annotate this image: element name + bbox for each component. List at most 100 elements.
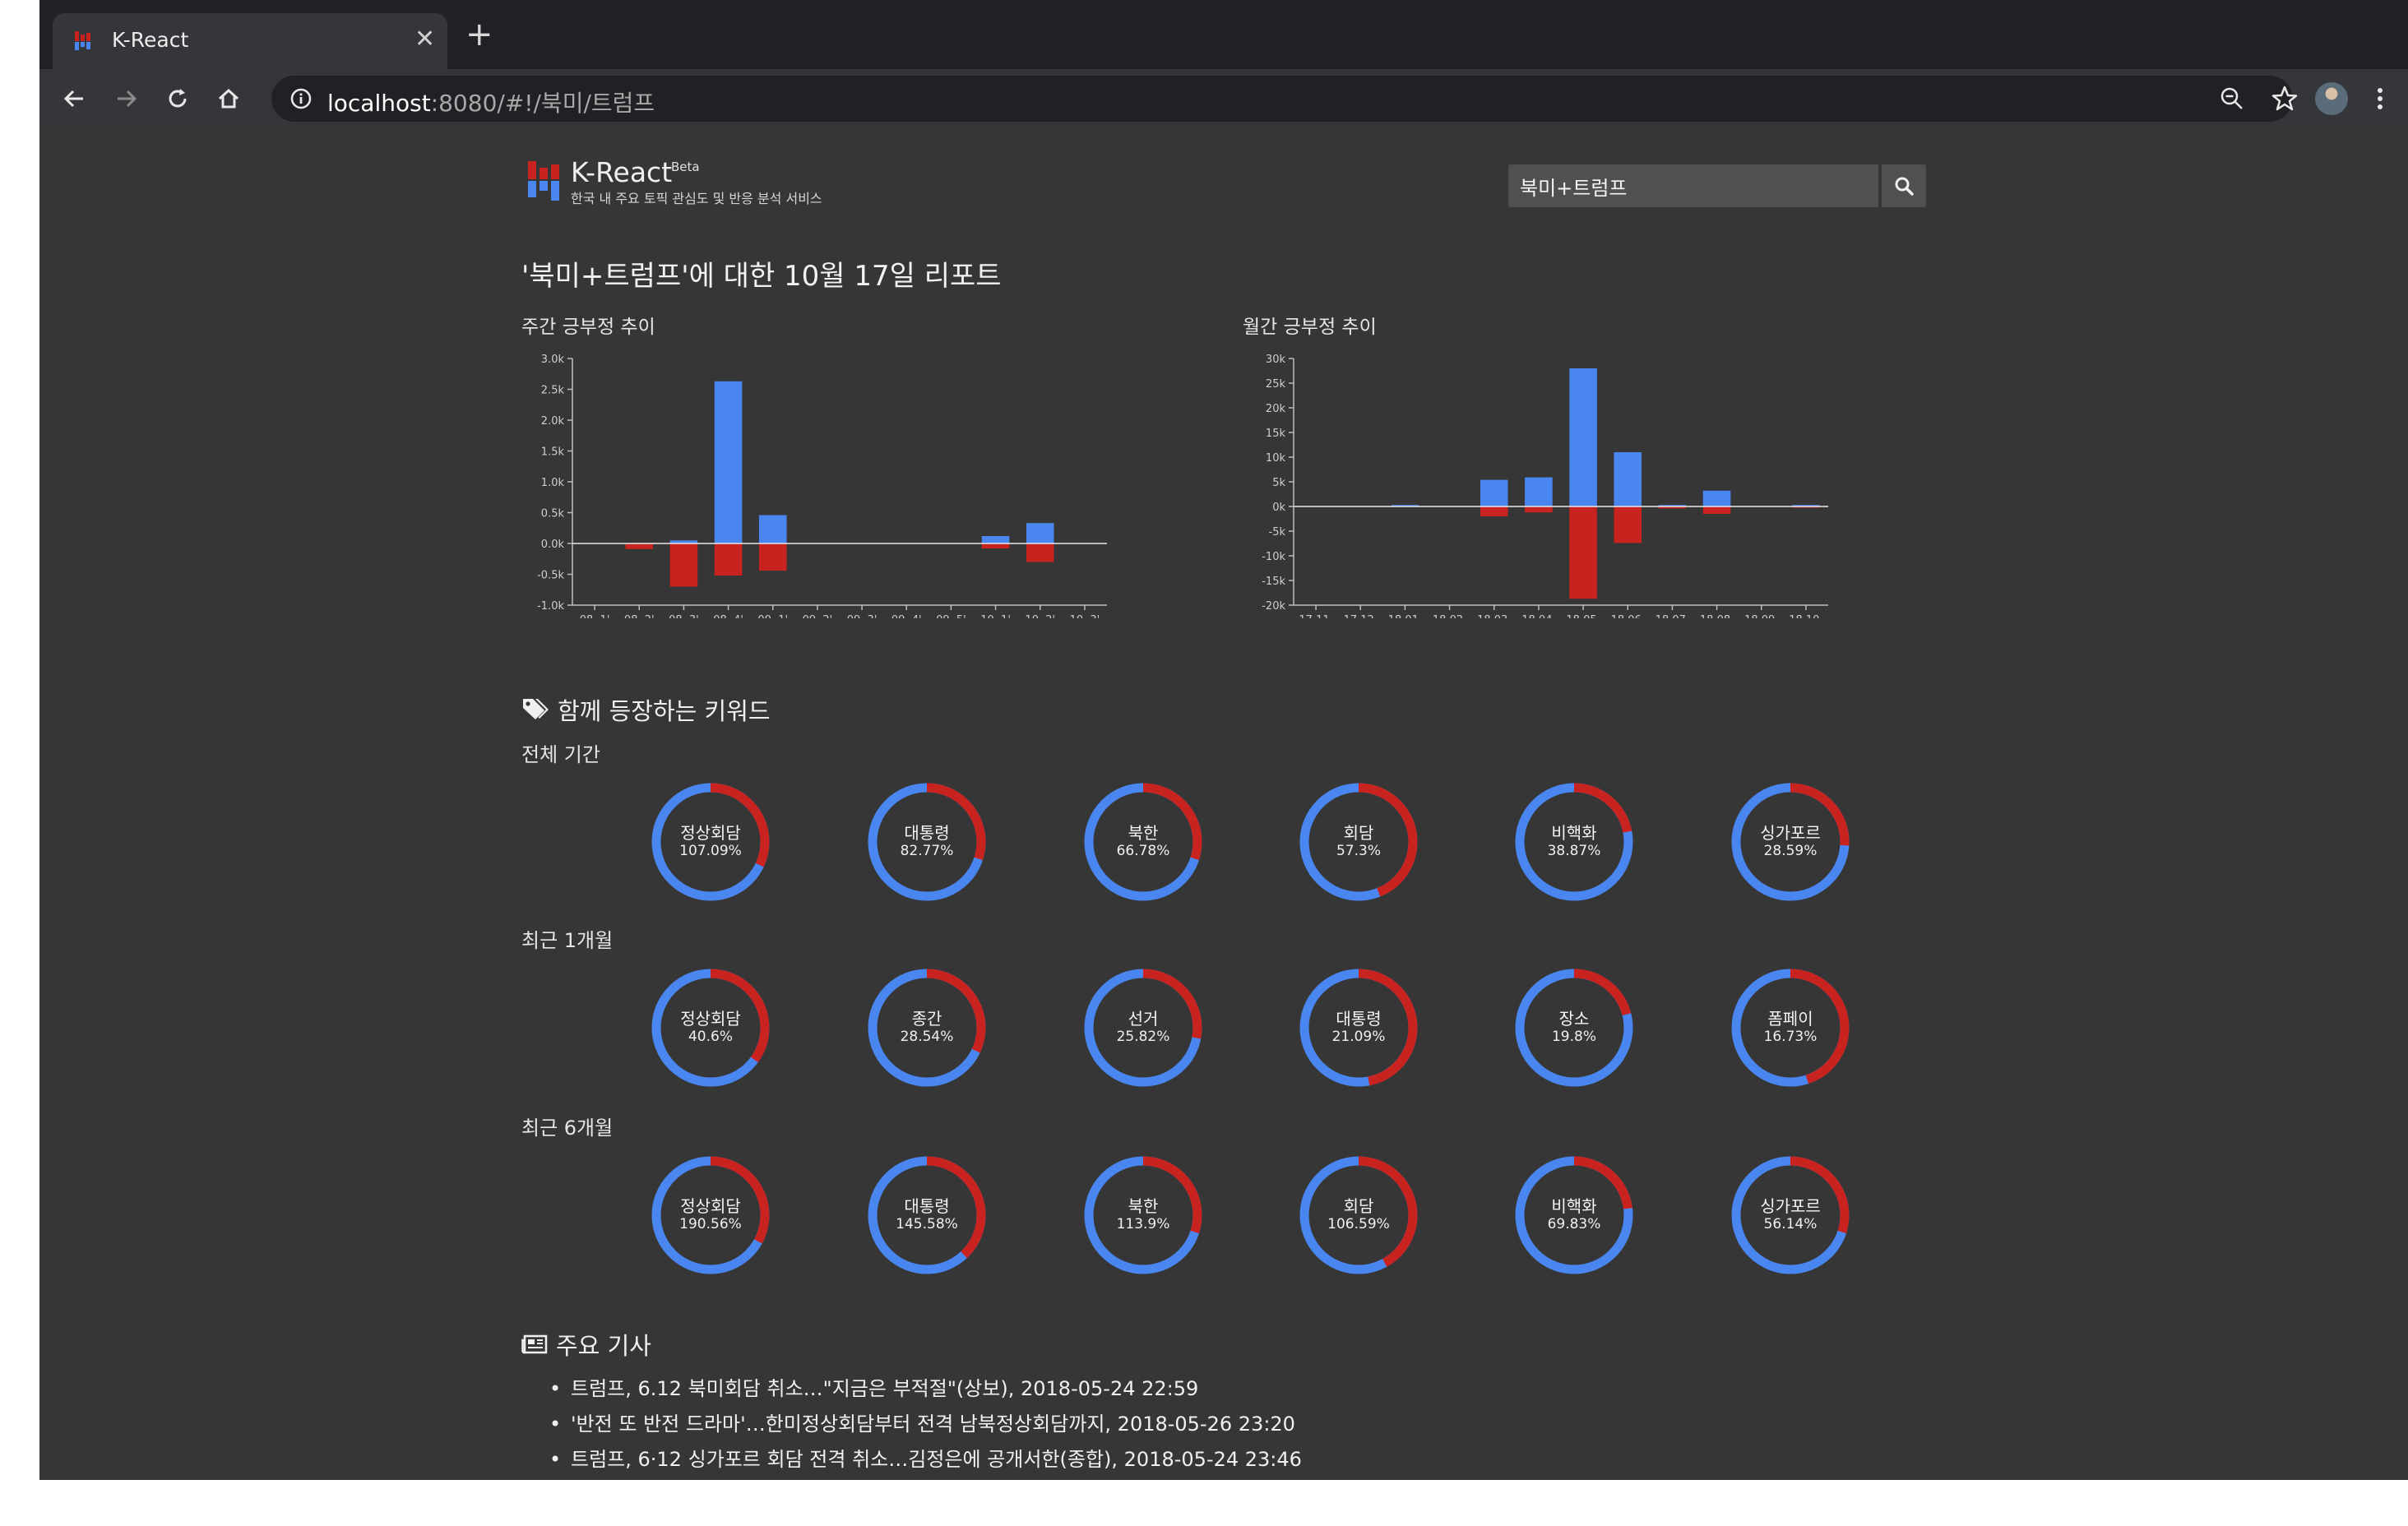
news-section-title: 주요 기사 bbox=[521, 1327, 651, 1362]
keyword-donut[interactable]: 싱가포르 28.59% bbox=[1730, 781, 1851, 903]
keyword-donut[interactable]: 비핵화 69.83% bbox=[1513, 1154, 1635, 1276]
donut-negative-arc bbox=[868, 969, 986, 1087]
donut-value: 106.59% bbox=[1327, 1216, 1390, 1232]
donut-negative-arc bbox=[1084, 969, 1202, 1087]
info-icon[interactable] bbox=[289, 87, 313, 110]
keyword-donut[interactable]: 종간 28.54% bbox=[866, 967, 988, 1089]
donut-negative-arc bbox=[1084, 1156, 1202, 1274]
browser-tab[interactable]: K-React ✕ bbox=[53, 13, 447, 69]
negative-bar bbox=[1525, 506, 1553, 513]
news-list: 트럼프, 6.12 북미회담 취소…"지금은 부적절"(상보), 2018-05… bbox=[549, 1371, 1302, 1477]
donut-keyword: 회담 bbox=[1343, 823, 1374, 843]
more-menu-icon[interactable] bbox=[2372, 81, 2388, 117]
donut-negative-arc bbox=[651, 1156, 770, 1274]
keyword-donut[interactable]: 대통령 82.77% bbox=[866, 781, 988, 903]
keyword-donut[interactable]: 정상회담 107.09% bbox=[650, 781, 771, 903]
keyword-donut[interactable]: 폼페이 16.73% bbox=[1730, 967, 1851, 1089]
y-tick-label: -5k bbox=[1269, 526, 1286, 539]
keyword-donut[interactable]: 북한 66.78% bbox=[1082, 781, 1204, 903]
negative-bar bbox=[1702, 506, 1731, 514]
keyword-donut[interactable]: 북한 113.9% bbox=[1082, 1154, 1204, 1276]
donut-text: 선거 25.82% bbox=[1082, 967, 1204, 1089]
y-tick-label: 1.5k bbox=[541, 446, 565, 459]
k-react-favicon-icon bbox=[75, 31, 90, 50]
negative-bar bbox=[1658, 506, 1687, 509]
keyword-donut[interactable]: 싱가포르 56.14% bbox=[1730, 1154, 1851, 1276]
donut-text: 비핵화 69.83% bbox=[1513, 1154, 1635, 1276]
positive-bar bbox=[981, 536, 1010, 543]
negative-bar bbox=[1480, 506, 1508, 516]
donut-value: 57.3% bbox=[1336, 843, 1381, 859]
brand-subtitle: 한국 내 주요 토픽 관심도 및 반응 분석 서비스 bbox=[571, 191, 822, 206]
y-tick-label: 3.0k bbox=[541, 354, 565, 366]
negative-bar bbox=[758, 543, 787, 571]
y-tick-label: 20k bbox=[1266, 403, 1286, 415]
donut-keyword: 대통령 bbox=[904, 823, 950, 843]
address-bar[interactable]: localhost:8080/#!/북미/트럼프 bbox=[271, 76, 2298, 122]
search-input[interactable] bbox=[1508, 164, 1878, 207]
profile-avatar[interactable] bbox=[2315, 82, 2348, 115]
weekly-chart-label: 주간 긍부정 추이 bbox=[521, 317, 655, 338]
keyword-donut[interactable]: 비핵화 38.87% bbox=[1513, 781, 1635, 903]
zoom-out-icon[interactable] bbox=[2219, 86, 2245, 112]
arrow-left-icon bbox=[63, 90, 83, 108]
keyword-donut[interactable]: 대통령 145.58% bbox=[866, 1154, 988, 1276]
x-tick-label: 10. 3' bbox=[1070, 614, 1100, 618]
x-tick-label: 08. 2' bbox=[624, 614, 655, 618]
keyword-donut[interactable]: 회담 57.3% bbox=[1298, 781, 1419, 903]
donut-keyword: 정상회담 bbox=[680, 1196, 741, 1216]
donut-value: 40.6% bbox=[688, 1029, 733, 1045]
new-tab-icon[interactable]: + bbox=[465, 16, 493, 53]
arrow-right-icon bbox=[118, 90, 137, 108]
star-icon[interactable] bbox=[2270, 84, 2299, 113]
x-tick-label: 08. 4' bbox=[713, 614, 743, 618]
page-content: K-React Beta 한국 내 주요 토픽 관심도 및 반응 분석 서비스 … bbox=[39, 128, 2408, 1480]
x-tick-label: 09. 2' bbox=[803, 614, 833, 618]
donut-ring bbox=[1515, 1156, 1633, 1274]
donut-negative-arc bbox=[1084, 783, 1202, 901]
keyword-donut[interactable]: 정상회담 190.56% bbox=[650, 1154, 771, 1276]
y-tick-label: 10k bbox=[1266, 452, 1286, 465]
negative-bar bbox=[1614, 506, 1642, 543]
donut-ring bbox=[651, 783, 770, 901]
home-button[interactable] bbox=[211, 81, 247, 117]
donut-keyword: 폼페이 bbox=[1767, 1009, 1813, 1029]
donut-text: 싱가포르 56.14% bbox=[1730, 1154, 1851, 1276]
donut-value: 25.82% bbox=[1116, 1029, 1170, 1045]
keyword-donut[interactable]: 정상회담 40.6% bbox=[650, 967, 771, 1089]
donut-text: 싱가포르 28.59% bbox=[1730, 781, 1851, 903]
tab-close-icon[interactable]: ✕ bbox=[414, 25, 436, 53]
keywords-title-text: 함께 등장하는 키워드 bbox=[558, 697, 771, 725]
donut-ring bbox=[1299, 1156, 1418, 1274]
reload-button[interactable] bbox=[160, 81, 196, 117]
x-tick-label: 18.06. bbox=[1611, 614, 1645, 618]
donut-negative-arc bbox=[1731, 783, 1850, 901]
keyword-donut[interactable]: 회담 106.59% bbox=[1298, 1154, 1419, 1276]
donut-negative-arc bbox=[868, 783, 986, 901]
k-react-logo[interactable] bbox=[526, 161, 563, 201]
positive-bar bbox=[1569, 368, 1597, 506]
donut-value: 28.54% bbox=[900, 1029, 954, 1045]
keywords-section-title: 함께 등장하는 키워드 bbox=[521, 692, 771, 727]
positive-bar bbox=[758, 515, 787, 543]
back-button[interactable] bbox=[56, 81, 92, 117]
x-tick-label: 09. 1' bbox=[757, 614, 788, 618]
search-button[interactable] bbox=[1882, 164, 1926, 207]
period-label: 전체 기간 bbox=[521, 743, 600, 766]
donut-text: 북한 66.78% bbox=[1082, 781, 1204, 903]
keyword-donut[interactable]: 선거 25.82% bbox=[1082, 967, 1204, 1089]
newspaper-icon bbox=[521, 1334, 548, 1354]
forward-button[interactable] bbox=[109, 81, 145, 117]
donut-negative-arc bbox=[1299, 1156, 1418, 1274]
news-item[interactable]: 트럼프, 6·12 싱가포르 회담 전격 취소…김정은에 공개서한(종합), 2… bbox=[549, 1442, 1302, 1477]
y-tick-label: 0.5k bbox=[541, 508, 565, 520]
x-tick-label: 09. 4' bbox=[891, 614, 922, 618]
donut-ring bbox=[651, 1156, 770, 1274]
keyword-donut[interactable]: 장소 19.8% bbox=[1513, 967, 1635, 1089]
negative-bar bbox=[625, 543, 654, 549]
keyword-donut[interactable]: 대통령 21.09% bbox=[1298, 967, 1419, 1089]
news-item[interactable]: 트럼프, 6.12 북미회담 취소…"지금은 부적절"(상보), 2018-05… bbox=[549, 1371, 1302, 1407]
x-tick-label: 17.12. bbox=[1344, 614, 1378, 618]
news-item[interactable]: '반전 또 반전 드라마'…한미정상회담부터 전격 남북정상회담까지, 2018… bbox=[549, 1407, 1302, 1442]
brand-name[interactable]: K-React bbox=[571, 156, 673, 188]
